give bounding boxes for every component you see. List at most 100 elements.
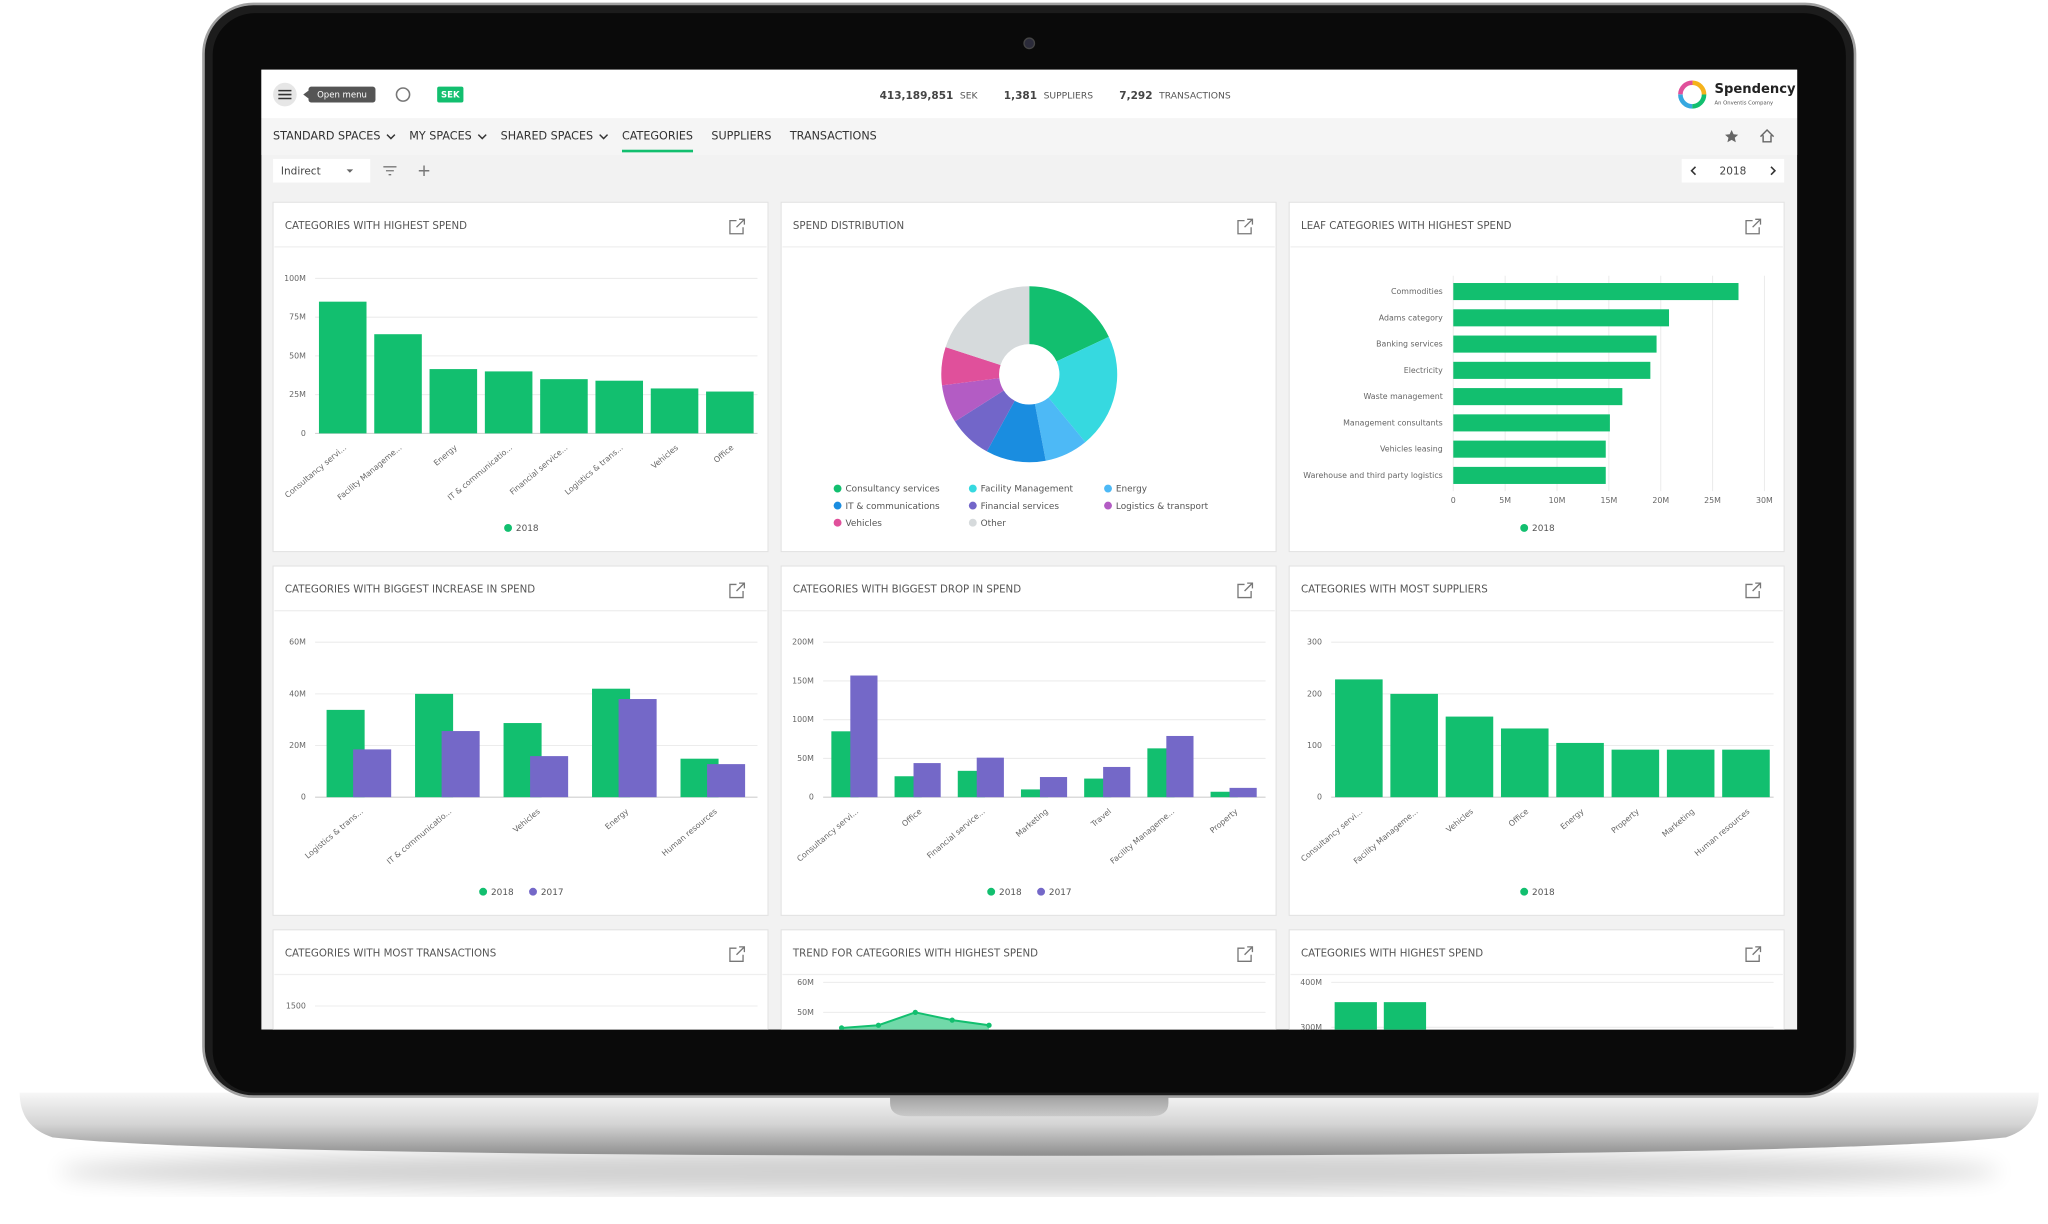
legend-swatch	[1104, 484, 1112, 493]
open-icon[interactable]	[729, 582, 746, 599]
home-icon[interactable]	[1759, 128, 1775, 143]
y-tick-label: 0	[301, 793, 306, 802]
y-tick-label: Warehouse and third party logistics	[1303, 471, 1442, 480]
chart-panel: CATEGORIES WITH MOST SUPPLIERS 0 100 200 300…	[1288, 565, 1785, 916]
filter-icon[interactable]	[383, 166, 397, 176]
y-tick-label: 400M	[1300, 978, 1322, 987]
tooltip-text: Open menu	[317, 91, 367, 101]
menu-icon	[278, 89, 292, 100]
x-tick-label: 20M	[1652, 496, 1669, 505]
nav-item[interactable]: STANDARD SPACES	[273, 130, 380, 143]
pie-slice	[1029, 286, 1109, 362]
legend-label: 2018	[491, 888, 514, 898]
bar	[1166, 735, 1194, 798]
y-tick-label: 100M	[284, 274, 306, 283]
x-tick-label: 15M	[1600, 496, 1617, 505]
y-tick-label: Electricity	[1404, 366, 1443, 375]
open-icon[interactable]	[1237, 582, 1254, 599]
open-icon[interactable]	[1745, 582, 1762, 599]
legend-swatch	[1037, 887, 1046, 896]
open-icon[interactable]	[1237, 946, 1254, 962]
chart-panel: CATEGORIES WITH BIGGEST INCREASE IN SPEN…	[272, 565, 769, 916]
legend-label: Consultancy services	[845, 485, 940, 495]
chart-panel: LEAF CATEGORIES WITH HIGHEST SPEND 0 5M 10M…	[1288, 201, 1785, 553]
open-icon[interactable]	[1745, 218, 1762, 235]
legend-label: 2017	[1049, 888, 1072, 898]
legend-swatch	[833, 518, 842, 527]
y-tick-label: Commodities	[1391, 287, 1443, 296]
bar	[530, 756, 569, 798]
pie-slice	[1048, 336, 1118, 443]
nav-item[interactable]: SHARED SPACES	[501, 130, 593, 143]
y-tick-label: 100	[1307, 741, 1322, 750]
panel-title: CATEGORIES WITH BIGGEST INCREASE IN SPEN…	[285, 584, 535, 596]
chart-panel: CATEGORIES WITH MOST TRANSACTIONS 1500	[272, 929, 769, 1030]
nav-item[interactable]: MY SPACES	[409, 130, 471, 143]
logo-segment	[1678, 80, 1707, 109]
x-tick-label: 30M	[1756, 496, 1773, 505]
legend-label: Other	[981, 519, 1007, 529]
panel-title: TREND FOR CATEGORIES WITH HIGHEST SPEND	[792, 947, 1038, 959]
bar	[540, 379, 588, 434]
open-icon[interactable]	[1745, 946, 1762, 962]
point	[912, 1009, 918, 1015]
laptop-base	[19, 1092, 2039, 1156]
panel-title: CATEGORIES WITH HIGHEST SPEND	[1301, 947, 1483, 959]
shadow	[57, 1150, 2001, 1193]
bar	[650, 388, 699, 434]
bar	[1453, 414, 1610, 432]
bar	[595, 380, 644, 434]
favorite-icon[interactable]	[1725, 130, 1739, 143]
stat-label: SEK	[960, 90, 979, 101]
legend-label: Logistics & transport	[1116, 502, 1209, 512]
y-tick-label: Waste management	[1364, 392, 1443, 401]
tooltip-arrow	[303, 90, 309, 99]
nav-item[interactable]: TRANSACTIONS	[789, 130, 877, 143]
open-icon[interactable]	[729, 946, 746, 962]
chart-panel: CATEGORIES WITH HIGHEST SPEND 300M 400M	[1288, 929, 1785, 1032]
legend-swatch	[529, 887, 537, 896]
open-icon[interactable]	[729, 218, 746, 235]
legend-swatch	[968, 501, 977, 510]
camera	[1023, 37, 1036, 50]
y-tick-label: 60M	[797, 978, 814, 987]
legend-label: 2017	[541, 888, 564, 898]
currency-badge-text: SEK	[441, 91, 460, 101]
y-tick-label: 0	[1317, 793, 1322, 802]
stat-value: 413,189,851	[880, 90, 954, 102]
nav-item[interactable]: SUPPLIERS	[711, 130, 771, 143]
bar	[1390, 693, 1438, 798]
y-tick-label: 20M	[289, 741, 306, 750]
bar	[1666, 749, 1715, 798]
logo-segment	[1678, 80, 1707, 109]
nav-item[interactable]: CATEGORIES	[622, 130, 693, 143]
legend-label: Vehicles	[845, 519, 882, 529]
filter-select[interactable]	[273, 158, 371, 183]
add-icon[interactable]	[418, 165, 430, 176]
currency-badge[interactable]	[437, 86, 464, 103]
legend-label: IT & communications	[845, 502, 940, 512]
bar	[1229, 787, 1257, 798]
select-caret	[346, 169, 354, 173]
panel-title: LEAF CATEGORIES WITH HIGHEST SPEND	[1301, 220, 1512, 232]
bar	[1611, 749, 1660, 798]
legend-swatch	[1520, 524, 1529, 532]
previous-year[interactable]	[1690, 166, 1697, 176]
y-tick-label: 0	[301, 429, 306, 438]
y-tick-label: 200M	[792, 638, 814, 647]
legend-swatch	[479, 887, 488, 896]
bar	[318, 301, 367, 434]
palette-icon[interactable]	[395, 87, 411, 102]
legend-label: Energy	[1116, 485, 1147, 495]
chart-panel: SPEND DISTRIBUTION Consultancy services Fa…	[780, 201, 1277, 553]
next-year[interactable]	[1770, 166, 1777, 176]
bar	[1210, 791, 1238, 798]
y-tick-label: 300M	[1300, 1023, 1322, 1032]
filter-select-text: Indirect	[281, 165, 321, 177]
legend-label: 2018	[516, 524, 539, 534]
nav-chevron	[599, 134, 609, 140]
panel-title: CATEGORIES WITH MOST SUPPLIERS	[1301, 584, 1488, 596]
open-icon[interactable]	[1237, 218, 1254, 235]
bar	[1453, 361, 1651, 379]
